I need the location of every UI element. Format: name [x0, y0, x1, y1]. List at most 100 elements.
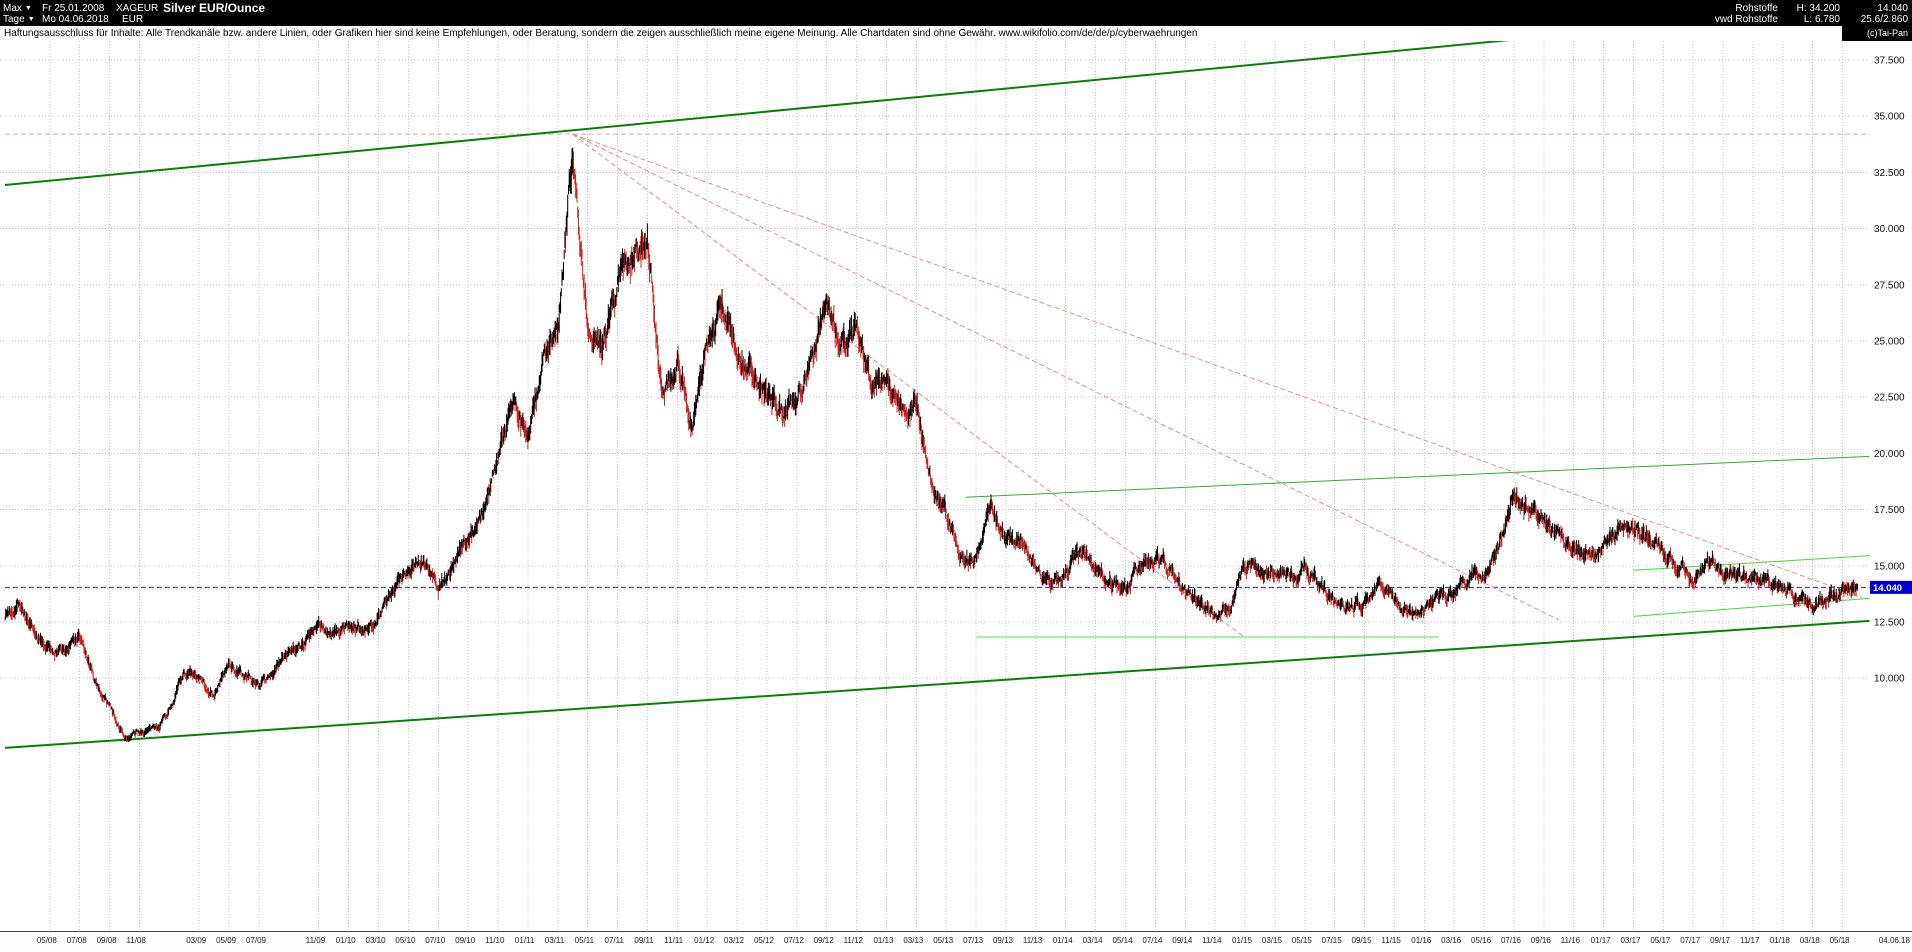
time-axis-label: 03/15 — [1261, 936, 1282, 945]
time-axis-label: 07/08 — [66, 936, 87, 945]
end-date: Mo 04.06.2018 — [42, 14, 109, 25]
time-axis-label: 09/12 — [813, 936, 834, 945]
time-axis-label: 07/15 — [1321, 936, 1342, 945]
category-label: Rohstoffe — [1735, 3, 1778, 14]
time-axis-label: 11/14 — [1202, 936, 1222, 945]
period-dropdown[interactable]: Tage ▼ — [3, 14, 35, 25]
last-price-value: 14.040 — [1877, 3, 1908, 14]
time-axis-label: 09/16 — [1530, 936, 1551, 945]
time-axis-label: 05/13 — [933, 936, 954, 945]
time-axis-label: 07/13 — [963, 936, 984, 945]
time-axis-label: 05/11 — [574, 936, 595, 945]
time-axis-label: 05/14 — [1112, 936, 1133, 945]
time-axis-label: 01/17 — [1590, 936, 1611, 945]
time-axis-label: 11/13 — [1022, 936, 1043, 945]
time-axis-label: 11/08 — [126, 936, 146, 945]
range-info-value: 25.6/2.860 — [1860, 14, 1908, 25]
svg-text:22.500: 22.500 — [1874, 393, 1905, 404]
time-axis-label: 11/17 — [1739, 936, 1760, 945]
time-axis-label: 01/14 — [1052, 936, 1073, 945]
time-axis-label: 05/17 — [1650, 936, 1671, 945]
time-axis-label: 01/13 — [873, 936, 894, 945]
high-value: H: 34.200 — [1796, 3, 1840, 14]
time-axis-label: 05/10 — [395, 936, 416, 945]
time-axis-label: 11/16 — [1560, 936, 1581, 945]
chart-header-bar: Max ▼ Fr 25.01.2008 XAGEUR Silver EUR/Oun… — [0, 0, 1912, 26]
time-axis-label: 07/16 — [1500, 936, 1521, 945]
svg-text:20.000: 20.000 — [1874, 449, 1905, 460]
main-channel-upper — [4, 41, 1511, 186]
time-axis-label: 09/15 — [1351, 936, 1372, 945]
svg-text:17.500: 17.500 — [1874, 505, 1905, 516]
time-axis-label: 09/11 — [634, 936, 654, 945]
time-axis-label: 07/17 — [1680, 936, 1701, 945]
feed-label: vwd Rohstoffe — [1714, 14, 1778, 25]
time-axis-label: 01/16 — [1411, 936, 1432, 945]
low-value: L: 6.780 — [1803, 14, 1840, 25]
time-axis-label: 11/11 — [664, 936, 684, 945]
taipan-copyright: (c)Tai-Pan — [1842, 26, 1912, 41]
time-axis-label: 03/10 — [365, 936, 386, 945]
time-axis-label: 05/09 — [216, 936, 237, 945]
time-axis-label: 03/12 — [724, 936, 745, 945]
time-axis-label: 11/15 — [1381, 936, 1401, 945]
time-axis-label: 09/08 — [96, 936, 117, 945]
chart-canvas[interactable]: 37.500 35.000 32.500 30.000 27.500 25.000 22.5… — [0, 41, 1912, 931]
mid-channel-line — [965, 455, 1870, 498]
time-axis-label: 01/11 — [514, 936, 535, 945]
time-axis-label: 03/11 — [544, 936, 565, 945]
time-axis-label: 03/16 — [1441, 936, 1462, 945]
chevron-down-icon: ▼ — [27, 16, 35, 23]
time-axis-label: 01/12 — [694, 936, 715, 945]
price-chart[interactable]: 37.500 35.000 32.500 30.000 27.500 25.000 22.5… — [0, 41, 1912, 931]
time-axis-label: 07/14 — [1142, 936, 1163, 945]
fan-line-3 — [572, 133, 1246, 639]
time-axis-label: 11/12 — [843, 936, 864, 945]
time-axis-label: 09/17 — [1710, 936, 1731, 945]
time-axis-label: 09/10 — [455, 936, 476, 945]
range-dropdown[interactable]: Max ▼ — [3, 3, 32, 14]
time-axis-label: 07/12 — [783, 936, 804, 945]
time-axis-label: 03/09 — [186, 936, 207, 945]
time-axis-label: 05/18 — [1829, 936, 1850, 945]
fan-line-1 — [572, 133, 1863, 598]
main-channel-lower — [4, 619, 1870, 749]
svg-text:15.000: 15.000 — [1874, 561, 1905, 572]
chart-title: Silver EUR/Ounce — [163, 1, 266, 15]
svg-text:10.000: 10.000 — [1874, 674, 1905, 685]
symbol-label: XAGEUR — [116, 3, 159, 14]
overlay-lines-layer — [4, 41, 1870, 749]
svg-text:30.000: 30.000 — [1874, 224, 1905, 235]
fan-line-2 — [572, 133, 1559, 621]
time-axis-label: 11/10 — [485, 936, 505, 945]
time-axis-label: 03/18 — [1799, 936, 1820, 945]
currency-label: EUR — [122, 14, 144, 25]
time-axis-label: 03/13 — [903, 936, 924, 945]
time-axis-label: 01/15 — [1232, 936, 1253, 945]
svg-text:12.500: 12.500 — [1874, 618, 1905, 629]
grid-layer — [0, 41, 1869, 931]
time-axis-label: 09/13 — [992, 936, 1013, 945]
svg-text:14.040: 14.040 — [1873, 583, 1902, 594]
svg-text:25.000: 25.000 — [1874, 337, 1905, 348]
candles-layer — [4, 147, 1859, 743]
time-axis-label: 07/10 — [425, 936, 446, 945]
time-axis-label: 01/18 — [1769, 936, 1790, 945]
disclaimer-text: Haftungsausschluss für Inhalte: Alle Tre… — [0, 26, 1912, 41]
recent-channel-lower — [1633, 597, 1870, 617]
time-axis-label: 05/12 — [753, 936, 774, 945]
time-axis-label: 05/16 — [1471, 936, 1492, 945]
time-axis-label: 07/09 — [245, 936, 266, 945]
time-axis-label: 01/10 — [335, 936, 356, 945]
time-axis-label: 05/08 — [36, 936, 57, 945]
svg-text:27.500: 27.500 — [1874, 280, 1905, 291]
time-axis-label: 09/14 — [1172, 936, 1193, 945]
time-axis-label: 03/17 — [1620, 936, 1641, 945]
time-axis-label: 03/14 — [1082, 936, 1103, 945]
current-price-marker: 14.040 — [1870, 580, 1912, 594]
chevron-down-icon: ▼ — [24, 5, 32, 12]
svg-text:35.000: 35.000 — [1874, 112, 1905, 123]
time-axis: 05/08 07/08 09/08 11/08 03/09 05/09 07/09 11/09… — [0, 931, 1912, 952]
price-axis: 37.500 35.000 32.500 30.000 27.500 25.000 22.5… — [1874, 56, 1905, 685]
time-axis-label: 05/15 — [1291, 936, 1312, 945]
